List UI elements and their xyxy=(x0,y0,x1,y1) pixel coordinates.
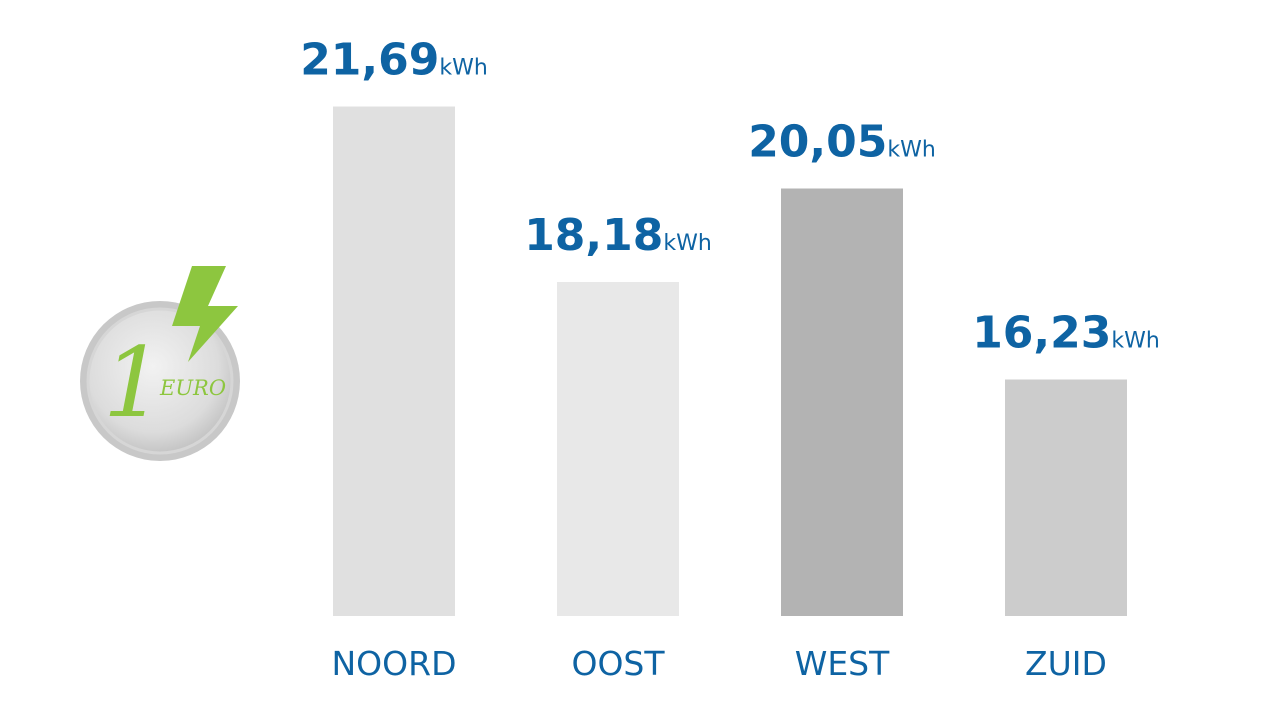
bar xyxy=(333,106,455,616)
bar xyxy=(1005,379,1127,616)
value-number: 21,69 xyxy=(300,35,439,86)
value-label: 20,05kWh xyxy=(748,117,936,168)
value-unit: kWh xyxy=(1111,329,1159,354)
coin-label: EURO xyxy=(159,376,226,400)
value-label: 18,18kWh xyxy=(524,210,712,261)
value-label: 16,23kWh xyxy=(972,308,1160,359)
category-label: OOST xyxy=(571,644,665,683)
value-number: 20,05 xyxy=(748,117,887,168)
value-unit: kWh xyxy=(887,138,935,163)
category-label: NOORD xyxy=(332,644,457,683)
value-unit: kWh xyxy=(439,56,487,81)
value-label: 21,69kWh xyxy=(300,35,488,86)
bar xyxy=(781,188,903,616)
bar xyxy=(557,282,679,616)
value-unit: kWh xyxy=(663,231,711,256)
coin-numeral: 1 xyxy=(103,327,164,439)
value-number: 16,23 xyxy=(972,308,1111,359)
category-label: ZUID xyxy=(1025,644,1107,683)
value-number: 18,18 xyxy=(524,210,663,261)
category-label: WEST xyxy=(795,644,890,683)
lightning-bolt xyxy=(172,266,238,362)
euro-icon: 1 EURO xyxy=(80,266,240,461)
